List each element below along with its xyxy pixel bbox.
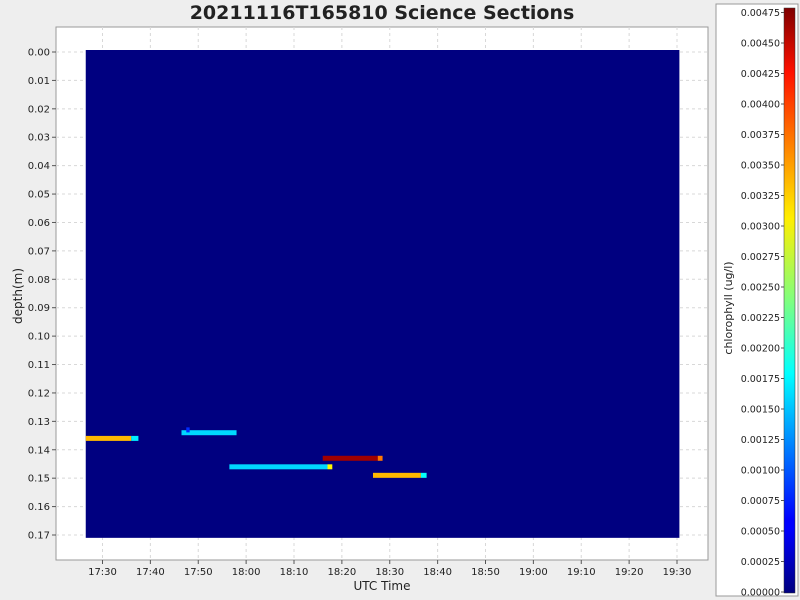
y-tick-label: 0.01 — [28, 76, 50, 87]
y-tick-label: 0.09 — [28, 303, 50, 314]
x-tick-label: 17:50 — [184, 567, 213, 578]
heatmap-segment — [420, 472, 427, 478]
colorbar-gradient — [783, 7, 796, 594]
colorbar-tick-label: 0.00300 — [741, 222, 780, 233]
colorbar-tick-label: 0.00075 — [741, 496, 780, 507]
y-tick-label: 0.02 — [28, 104, 50, 115]
colorbar-tick-label: 0.00225 — [741, 313, 780, 324]
colorbar-tick-label: 0.00025 — [741, 557, 780, 568]
x-tick-label: 18:50 — [471, 567, 500, 578]
colorbar-tick-label: 0.00475 — [741, 8, 780, 19]
heatmap-segment — [181, 430, 237, 436]
x-tick-label: 18:30 — [375, 567, 404, 578]
colorbar-tick-label: 0.00050 — [741, 527, 780, 538]
x-axis-label: UTC Time — [354, 579, 411, 593]
y-tick-label: 0.07 — [28, 246, 50, 257]
y-tick-label: 0.11 — [28, 360, 50, 371]
y-tick-label: 0.14 — [28, 445, 50, 456]
colorbar-tick-label: 0.00125 — [741, 435, 780, 446]
y-tick-label: 0.17 — [28, 531, 50, 542]
x-tick-label: 18:40 — [423, 567, 452, 578]
heatmap-segment — [372, 472, 421, 478]
heatmap-segment — [85, 435, 132, 441]
x-tick-label: 19:10 — [567, 567, 596, 578]
heatmap-segment — [322, 455, 378, 461]
heatmap-segment — [377, 455, 383, 461]
x-tick-label: 19:00 — [519, 567, 548, 578]
colorbar-tick-label: 0.00275 — [741, 252, 780, 263]
colorbar-tick-label: 0.00400 — [741, 100, 780, 111]
heatmap-segments — [85, 427, 427, 478]
colorbar-tick-label: 0.00375 — [741, 130, 780, 141]
x-tick-label: 19:20 — [615, 567, 644, 578]
colorbar-tick-label: 0.00200 — [741, 344, 780, 355]
y-tick-label: 0.00 — [28, 48, 50, 59]
x-tick-label: 18:10 — [280, 567, 309, 578]
colorbar-tick-label: 0.00175 — [741, 374, 780, 385]
colorbar-tick-label: 0.00000 — [741, 588, 780, 599]
y-axis-label: depth(m) — [11, 268, 25, 324]
y-tick-label: 0.04 — [28, 161, 50, 172]
y-tick-label: 0.05 — [28, 190, 50, 201]
x-tick-label: 19:30 — [663, 567, 692, 578]
y-tick-label: 0.16 — [28, 502, 50, 513]
y-axis-ticks: 0.00 0.01 0.02 0.03 0.04 0.05 0.06 0.07 0.08 0.09… — [28, 48, 56, 542]
colorbar-ticks: 0.00475 0.00450 0.00425 0.00400 0.00375 0.003… — [741, 8, 784, 599]
colorbar-tick-label: 0.00450 — [741, 39, 780, 50]
heatmap-segment — [186, 427, 190, 433]
x-axis-ticks: 17:30 17:40 17:50 18:00 18:10 18:20 18:30 18:40… — [88, 560, 691, 578]
x-tick-label: 17:40 — [136, 567, 165, 578]
y-tick-label: 0.08 — [28, 275, 50, 286]
heatmap-segment — [229, 464, 328, 470]
colorbar-tick-label: 0.00250 — [741, 283, 780, 294]
chart-title: 20211116T165810 Science Sections — [189, 2, 575, 24]
colorbar-tick-label: 0.00150 — [741, 405, 780, 416]
colorbar-tick-label: 0.00100 — [741, 466, 780, 477]
y-tick-label: 0.03 — [28, 133, 50, 144]
colorbar-tick-label: 0.00425 — [741, 69, 780, 80]
colorbar-tick-label: 0.00325 — [741, 191, 780, 202]
y-tick-label: 0.15 — [28, 474, 50, 485]
x-tick-label: 17:30 — [88, 567, 117, 578]
colorbar-tick-label: 0.00350 — [741, 161, 780, 172]
y-tick-label: 0.10 — [28, 332, 50, 343]
colorbar-label: chlorophyll (ug/l) — [722, 261, 735, 354]
heatmap-segment — [327, 464, 333, 470]
y-tick-label: 0.12 — [28, 388, 50, 399]
y-tick-label: 0.13 — [28, 417, 50, 428]
x-tick-label: 18:20 — [327, 567, 356, 578]
y-tick-label: 0.06 — [28, 218, 50, 229]
x-tick-label: 18:00 — [232, 567, 261, 578]
heatmap-segment — [131, 435, 139, 441]
